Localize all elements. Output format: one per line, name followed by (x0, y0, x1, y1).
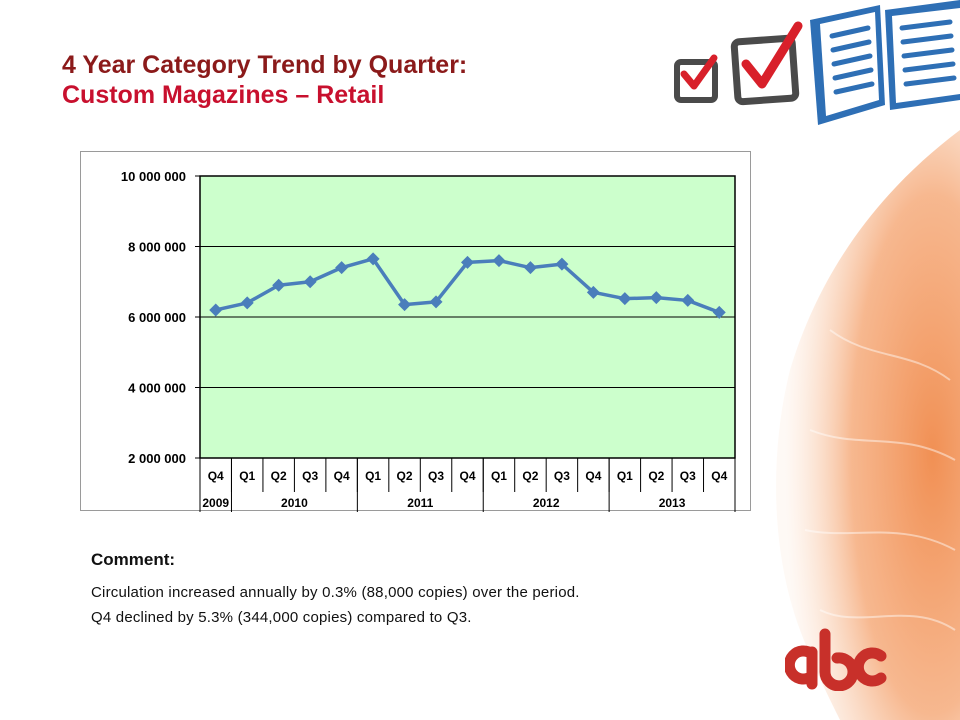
x-tick-label: Q4 (334, 469, 350, 483)
year-label: 2013 (659, 496, 686, 510)
title-line-1: 4 Year Category Trend by Quarter: (62, 51, 468, 79)
y-tick-label: 6 000 000 (128, 310, 186, 325)
x-tick-label: Q2 (648, 469, 664, 483)
x-tick-label: Q1 (365, 469, 381, 483)
data-point (335, 261, 349, 275)
data-point (523, 261, 537, 275)
year-label: 2012 (533, 496, 560, 510)
comment-heading: Comment: (91, 550, 176, 569)
data-point (429, 295, 443, 309)
x-tick-label: Q4 (585, 469, 601, 483)
data-point (272, 278, 286, 292)
x-tick-label: Q2 (397, 469, 413, 483)
y-tick-label: 8 000 000 (128, 240, 186, 255)
comment-line-1: Circulation increased annually by 0.3% (… (91, 584, 580, 601)
x-tick-label: Q1 (491, 469, 507, 483)
year-label: 2011 (407, 496, 433, 510)
data-point (209, 303, 223, 317)
comment-block: Comment: Circulation increased annually … (91, 550, 580, 630)
checklist-book-illustration (674, 0, 960, 125)
year-label: 2009 (202, 496, 229, 510)
x-tick-label: Q2 (522, 469, 538, 483)
large-checkbox-icon (730, 21, 803, 106)
x-tick-label: Q1 (239, 469, 255, 483)
chart-svg: 10 000 000 8 000 000 6 000 000 4 000 000 2 0… (121, 169, 736, 512)
data-point (649, 291, 663, 305)
data-point (366, 252, 380, 266)
abc-logo (785, 628, 887, 691)
x-tick-label: Q4 (711, 469, 727, 483)
y-tick-label: 4 000 000 (128, 381, 186, 396)
data-point (240, 296, 254, 310)
data-point (712, 305, 726, 319)
data-point (398, 298, 412, 312)
x-tick-label: Q2 (271, 469, 287, 483)
x-tick-label: Q4 (208, 469, 224, 483)
data-point (555, 257, 569, 271)
y-tick-label: 2 000 000 (128, 451, 186, 466)
small-checkbox-icon (674, 54, 718, 103)
x-tick-label: Q1 (617, 469, 633, 483)
x-tick-label: Q3 (680, 469, 696, 483)
data-point (586, 285, 600, 299)
open-book-icon (810, 0, 960, 125)
slide-title: 4 Year Category Trend by Quarter: Custom… (62, 50, 467, 110)
data-point (492, 254, 506, 268)
comment-line-2: Q4 declined by 5.3% (344,000 copies) com… (91, 609, 472, 626)
x-tick-label: Q3 (428, 469, 444, 483)
y-tick-label: 10 000 000 (121, 169, 186, 184)
year-label: 2010 (281, 496, 308, 510)
data-point (618, 292, 632, 306)
data-point (303, 275, 317, 289)
x-tick-label: Q3 (554, 469, 570, 483)
title-line-2: Custom Magazines – Retail (62, 81, 385, 109)
data-point (681, 293, 695, 307)
x-tick-label: Q4 (459, 469, 475, 483)
orange-texture-background (776, 130, 960, 720)
line-chart: 10 000 000 8 000 000 6 000 000 4 000 000 2 0… (80, 151, 751, 512)
x-tick-label: Q3 (302, 469, 318, 483)
